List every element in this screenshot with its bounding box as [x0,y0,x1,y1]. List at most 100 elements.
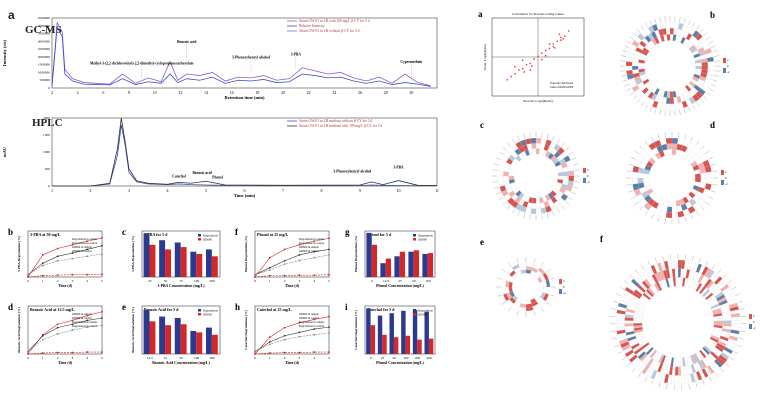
y-tick-label: 4000000 [38,24,51,28]
heat-cell [568,170,575,177]
heat-cell [530,137,537,144]
heat-cell [669,91,674,98]
y-axis-label: Intensity (cts) [2,39,7,66]
x-tick-label: 10 [153,90,157,95]
heat-cell [520,269,527,274]
scatter-point [560,36,562,39]
panel-label: a [478,9,483,19]
panel-title: Benzoic Acid for 5 d [144,307,179,312]
y-tick-label: 1000 [43,150,50,154]
bar [190,330,197,354]
data-point [71,329,74,331]
bar [413,250,420,277]
x-tick-label: 100 [425,279,431,283]
heat-cell [497,175,504,182]
x-tick-label: 100 [403,356,409,360]
gene-label-tick [508,262,512,267]
data-point [71,243,74,246]
hplc-annotation: Catechol [172,175,186,179]
data-point [86,351,89,353]
scale-swatch-mid [558,283,563,290]
x-tick-label: 1 [269,279,271,283]
gene-label-tick [658,382,661,388]
gene-label-tick [630,196,636,200]
gene-label-tick [540,307,544,312]
x-tick-label: 50 [392,356,396,360]
gene-label-tick [622,79,628,82]
scale-label: 2 [727,58,729,62]
scatter-point [552,43,555,45]
x-tick-label: 5 [101,356,103,360]
panel-label-a-left: a [8,8,15,22]
heat-cell [671,137,679,145]
x-tick-label: 100 [194,279,200,283]
legend-swatch [413,313,416,316]
hplc-annotation: 3-Phenoxybenzyl alcohol [333,169,371,173]
panel-title: 3-PBA for 5 d [144,232,168,237]
panel-title: Catechol at 25 mg/L [257,307,292,312]
data-point [298,254,301,256]
bar [382,334,387,354]
gene-label-tick [620,60,626,62]
legend-entry: OD600 [418,238,427,242]
data-point [56,332,59,335]
heat-cell [643,177,650,183]
gene-label-tick [610,330,616,332]
data-point [101,244,103,247]
circos-b: b 2 0 -2 [620,10,730,116]
gene-label-tick [626,170,632,172]
panel-label: c [122,227,126,237]
heat-cell [671,206,678,213]
x-tick-label: 1 [269,356,271,360]
scatter-point [544,49,547,52]
data-point [268,341,271,343]
scale-swatch-low [723,68,726,73]
data-point [328,315,330,318]
gene-label-tick [556,208,560,214]
gene-label-tick [495,192,501,195]
data-point [101,273,103,276]
legend-swatch [413,238,416,241]
heat-cell [694,173,701,179]
gene-label-tick [679,17,681,23]
x-axis-label: Benzoic Acid Concentration (mg/L) [152,361,210,365]
panel-e-chart: e Benzoic Acid for 5 d12.5 25 50 100 200Benzo… [122,302,221,365]
series-line-1 [27,351,102,355]
gcms-annotation: 3-PBA [291,52,302,56]
scatter-point [506,78,509,81]
heat-cell [615,320,625,324]
legend-entry: Degradation in control [299,242,325,245]
x-tick-label: 0 [370,356,372,360]
data-point [283,260,286,262]
gene-label-tick [735,293,740,297]
y-axis-label: Catechol Degradation (%) [354,309,358,349]
gene-label-tick [712,79,718,82]
heat-cell [665,21,671,29]
gene-label-tick [629,36,634,40]
bar [401,310,406,354]
scatter-point [517,69,520,71]
legend-entry: Degradation in sample [299,238,325,241]
gene-label-tick [705,260,709,266]
gene-label-tick [710,190,716,193]
data-point [254,353,256,355]
x-axis-label: Phenol Concentration (mg/L) [376,284,424,288]
scatter-point [544,54,547,57]
scale-label: 2 [587,168,589,172]
x-tick-label: 18 [255,90,259,95]
data-point [283,334,286,337]
gene-label-tick [629,274,633,279]
gene-label-tick [624,84,629,87]
gene-label-tick [664,218,666,224]
x-tick-label: 12 [178,90,182,95]
y-tick-label: 3500000 [38,32,51,36]
gene-label-tick [571,157,577,160]
legend-entry: Degradation [418,309,433,313]
plot-frame [254,305,330,355]
series-line-0 [52,124,437,187]
series-line-0 [254,316,330,355]
legend-swatch [413,234,416,237]
x-tick-label: 0 [371,279,373,283]
gene-label-tick [644,211,649,216]
gene-label-tick [713,55,719,57]
